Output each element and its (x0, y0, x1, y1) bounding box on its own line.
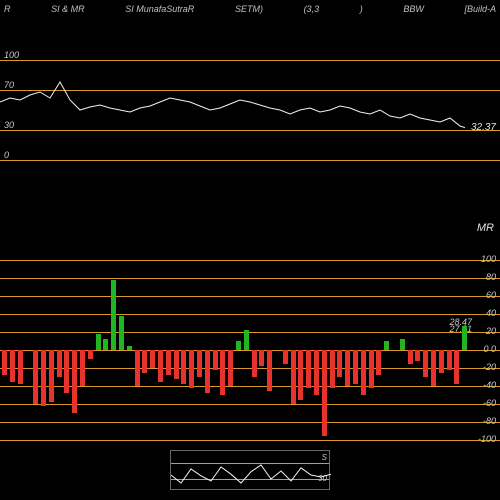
header-l6: ) (360, 4, 363, 18)
gridline (0, 332, 500, 333)
mr-bar (10, 350, 15, 382)
gridline (0, 160, 500, 161)
mr-bar (33, 350, 38, 404)
mr-bar (158, 350, 163, 382)
gridline (0, 422, 500, 423)
gridline (0, 440, 500, 441)
mr-bar (142, 350, 147, 373)
y-tick-label: 40 (486, 308, 496, 318)
header-l5: (3,3 (304, 4, 320, 18)
mr-bar (415, 350, 420, 361)
mr-bar (111, 280, 116, 350)
mr-bar (400, 339, 405, 350)
gridline (0, 314, 500, 315)
mr-bar (174, 350, 179, 379)
chart-container: R SI & MR SI MunafaSutraR SETM) (3,3 ) B… (0, 0, 500, 500)
mr-bar (189, 350, 194, 388)
mini-oscillator-panel: 30S (170, 450, 330, 490)
mr-bar (150, 350, 155, 368)
mr-bar (462, 326, 467, 350)
header-l8: [Build-A (464, 4, 496, 18)
mr-bar (454, 350, 459, 384)
rsi-line (0, 60, 465, 160)
mr-bar (447, 350, 452, 370)
y-tick-label: -100 (478, 434, 496, 444)
mr-bar (18, 350, 23, 384)
mr-value-b: 27.01 (449, 324, 472, 334)
mr-bar (127, 346, 132, 351)
y-tick-label: -40 (483, 380, 496, 390)
header-l3: SI MunafaSutraR (125, 4, 194, 18)
gridline (0, 296, 500, 297)
mr-bar (80, 350, 85, 386)
rsi-panel: 0307010032.37 (0, 60, 500, 160)
mr-bar (361, 350, 366, 395)
mr-bar (220, 350, 225, 395)
mr-bar (337, 350, 342, 377)
mini-line (171, 451, 331, 491)
mr-bar (353, 350, 358, 384)
mr-bar (330, 350, 335, 388)
y-tick-label: 80 (486, 272, 496, 282)
gridline (0, 260, 500, 261)
mr-bar (439, 350, 444, 373)
mr-bar (103, 339, 108, 350)
mr-bar (96, 334, 101, 350)
mr-bar (259, 350, 264, 366)
mr-bar (135, 350, 140, 386)
mr-label: MR (477, 222, 494, 234)
mr-bar (197, 350, 202, 377)
y-tick-label: -80 (483, 416, 496, 426)
y-tick-label: -20 (483, 362, 496, 372)
y-tick-label: 20 (486, 326, 496, 336)
y-tick-label: 0 0 (483, 344, 496, 354)
mr-bar (41, 350, 46, 406)
y-tick-label: 100 (4, 50, 19, 60)
mr-bar (205, 350, 210, 393)
mr-bar (314, 350, 319, 395)
mr-bar (244, 330, 249, 350)
mr-bar (345, 350, 350, 386)
mr-bar (252, 350, 257, 377)
mr-bar (322, 350, 327, 436)
mr-bar (57, 350, 62, 377)
mr-bar (283, 350, 288, 364)
rsi-last-value: 32.37 (471, 122, 496, 133)
mr-bar (236, 341, 241, 350)
mr-bar (384, 341, 389, 350)
mr-bar-panel: -100-80-60-40-200 02040608010028.4727.01 (0, 260, 500, 440)
mr-bar (431, 350, 436, 386)
mr-bar (64, 350, 69, 393)
mr-bar (291, 350, 296, 404)
mr-bar (88, 350, 93, 359)
header-l1: R (4, 4, 11, 18)
mr-bar (2, 350, 7, 375)
mr-bar (298, 350, 303, 400)
header-l7: BBW (403, 4, 424, 18)
mr-bar (376, 350, 381, 375)
mr-bar (72, 350, 77, 413)
mr-bar (408, 350, 413, 364)
mr-bar (49, 350, 54, 402)
mr-bar (213, 350, 218, 370)
y-tick-label: 100 (481, 254, 496, 264)
gridline (0, 278, 500, 279)
mr-bar (306, 350, 311, 388)
header-row: R SI & MR SI MunafaSutraR SETM) (3,3 ) B… (0, 4, 500, 18)
y-tick-label: -60 (483, 398, 496, 408)
mr-bar (267, 350, 272, 391)
header-l2: SI & MR (51, 4, 85, 18)
header-l4: SETM) (235, 4, 263, 18)
mr-bar (423, 350, 428, 377)
y-tick-label: 60 (486, 290, 496, 300)
mr-bar (181, 350, 186, 384)
mr-bar (228, 350, 233, 386)
mr-bar (369, 350, 374, 388)
mr-bar (119, 316, 124, 350)
mr-bar (166, 350, 171, 375)
